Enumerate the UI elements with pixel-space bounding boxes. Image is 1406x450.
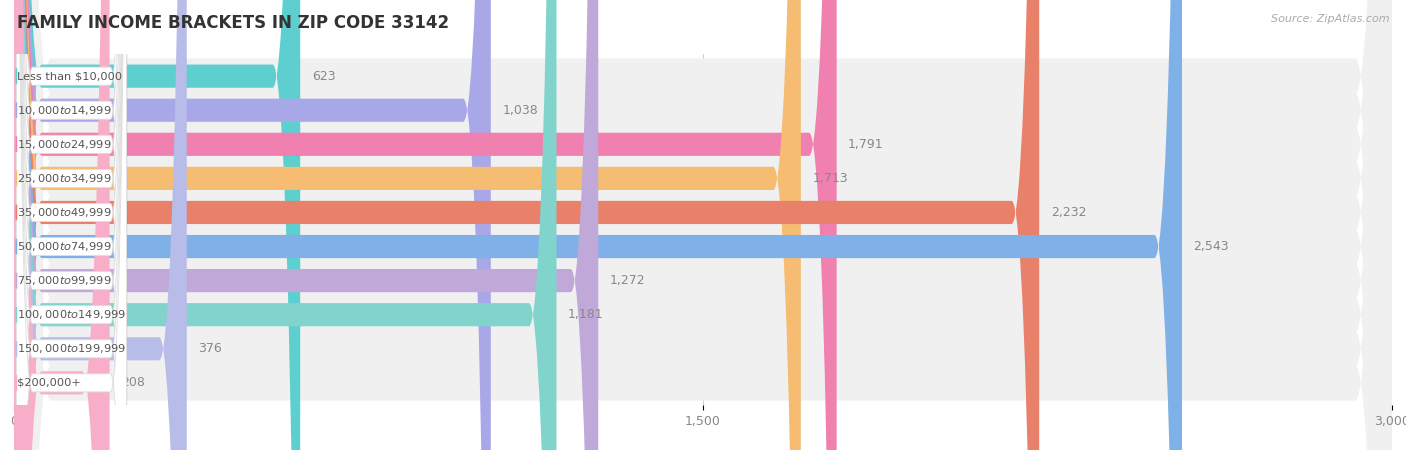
Text: 1,791: 1,791 xyxy=(848,138,884,151)
FancyBboxPatch shape xyxy=(14,0,1392,450)
FancyBboxPatch shape xyxy=(14,0,837,450)
Text: $75,000 to $99,999: $75,000 to $99,999 xyxy=(17,274,111,287)
Text: $200,000+: $200,000+ xyxy=(17,378,80,388)
FancyBboxPatch shape xyxy=(17,0,127,450)
Text: Source: ZipAtlas.com: Source: ZipAtlas.com xyxy=(1271,14,1389,23)
Text: $15,000 to $24,999: $15,000 to $24,999 xyxy=(17,138,111,151)
Text: $100,000 to $149,999: $100,000 to $149,999 xyxy=(17,308,125,321)
FancyBboxPatch shape xyxy=(14,0,187,450)
Text: 1,713: 1,713 xyxy=(813,172,848,185)
FancyBboxPatch shape xyxy=(17,0,127,450)
FancyBboxPatch shape xyxy=(14,0,599,450)
FancyBboxPatch shape xyxy=(17,0,127,450)
FancyBboxPatch shape xyxy=(14,0,1392,450)
FancyBboxPatch shape xyxy=(14,0,491,450)
FancyBboxPatch shape xyxy=(14,0,301,450)
FancyBboxPatch shape xyxy=(14,0,1392,450)
FancyBboxPatch shape xyxy=(14,0,1392,450)
FancyBboxPatch shape xyxy=(17,0,127,450)
Text: 208: 208 xyxy=(121,376,145,389)
FancyBboxPatch shape xyxy=(14,0,1392,450)
Text: $150,000 to $199,999: $150,000 to $199,999 xyxy=(17,342,125,355)
FancyBboxPatch shape xyxy=(14,0,1182,450)
FancyBboxPatch shape xyxy=(14,0,1392,450)
Text: $35,000 to $49,999: $35,000 to $49,999 xyxy=(17,206,111,219)
FancyBboxPatch shape xyxy=(14,0,801,450)
FancyBboxPatch shape xyxy=(17,0,127,450)
Text: 2,543: 2,543 xyxy=(1194,240,1229,253)
FancyBboxPatch shape xyxy=(17,0,127,450)
FancyBboxPatch shape xyxy=(17,0,127,450)
FancyBboxPatch shape xyxy=(14,0,1392,450)
FancyBboxPatch shape xyxy=(14,0,1392,450)
Text: 1,038: 1,038 xyxy=(502,104,538,117)
Text: 1,181: 1,181 xyxy=(568,308,603,321)
Text: $50,000 to $74,999: $50,000 to $74,999 xyxy=(17,240,111,253)
FancyBboxPatch shape xyxy=(14,0,1392,450)
FancyBboxPatch shape xyxy=(14,0,557,450)
FancyBboxPatch shape xyxy=(14,0,1039,450)
Text: Less than $10,000: Less than $10,000 xyxy=(17,71,122,81)
FancyBboxPatch shape xyxy=(17,0,127,450)
Text: 2,232: 2,232 xyxy=(1050,206,1087,219)
FancyBboxPatch shape xyxy=(14,0,1392,450)
FancyBboxPatch shape xyxy=(14,0,110,450)
Text: $25,000 to $34,999: $25,000 to $34,999 xyxy=(17,172,111,185)
Text: 1,272: 1,272 xyxy=(610,274,645,287)
Text: FAMILY INCOME BRACKETS IN ZIP CODE 33142: FAMILY INCOME BRACKETS IN ZIP CODE 33142 xyxy=(17,14,449,32)
Text: 623: 623 xyxy=(312,70,335,83)
FancyBboxPatch shape xyxy=(17,0,127,450)
Text: 376: 376 xyxy=(198,342,222,355)
Text: $10,000 to $14,999: $10,000 to $14,999 xyxy=(17,104,111,117)
FancyBboxPatch shape xyxy=(17,0,127,450)
